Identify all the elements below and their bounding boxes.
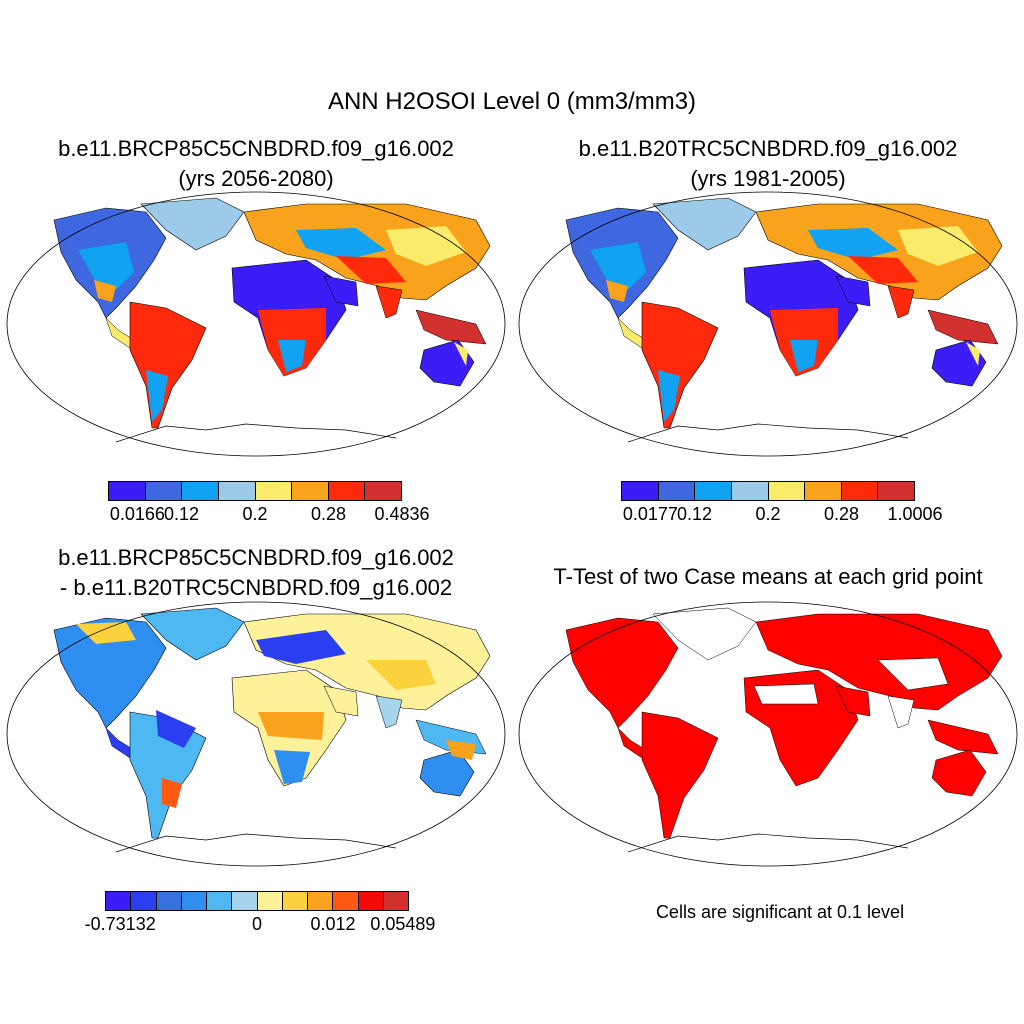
colorbar-panel2-swatches xyxy=(621,481,915,501)
colorbar-swatch xyxy=(145,482,183,500)
colorbar-tick-label: 0.2 xyxy=(242,504,268,524)
colorbar-swatch xyxy=(383,892,408,910)
panel4-title-line1: T-Test of two Case means at each grid po… xyxy=(553,564,983,589)
colorbar-swatch xyxy=(218,482,256,500)
panel4-title: T-Test of two Case means at each grid po… xyxy=(512,562,1024,592)
colorbar-swatch xyxy=(282,892,308,910)
colorbar-tick-label: 0.012 xyxy=(310,914,356,934)
colorbar-tick-label: 0.12 xyxy=(676,504,713,524)
colorbar-swatch xyxy=(878,482,914,500)
colorbar-swatch xyxy=(109,482,146,500)
colorbar-swatch xyxy=(181,892,207,910)
panel4-map-svg xyxy=(518,601,1018,867)
colorbar-swatch xyxy=(156,892,182,910)
colorbar-swatch xyxy=(232,892,258,910)
colorbar-swatch xyxy=(131,892,157,910)
colorbar-swatch xyxy=(207,892,233,910)
panel1-map-svg xyxy=(6,191,506,457)
colorbar-swatch xyxy=(292,482,329,500)
colorbar-tick-label: 0 xyxy=(251,914,263,934)
colorbar-swatch xyxy=(365,482,401,500)
colorbar-tick-label: 0.0177 xyxy=(622,504,678,524)
panel2-map-svg xyxy=(518,191,1018,457)
panel4-map xyxy=(518,600,1018,868)
panel1-title-line1: b.e11.BRCP85C5CNBDRD.f09_g16.002 xyxy=(58,136,454,161)
panel1-title: b.e11.BRCP85C5CNBDRD.f09_g16.002 (yrs 20… xyxy=(0,134,512,194)
colorbar-swatch xyxy=(308,892,334,910)
colorbar-tick-label: 0.12 xyxy=(163,504,200,524)
colorbar-panel2: 0.0177 0.12 0.2 0.28 1.0006 xyxy=(621,481,943,529)
colorbar-panel3-swatches xyxy=(105,891,409,911)
colorbar-tick-label: 0.4836 xyxy=(374,504,430,524)
colorbar-swatch xyxy=(358,892,384,910)
colorbar-tick-label: 1.0006 xyxy=(887,504,943,524)
colorbar-panel1-swatches xyxy=(108,481,402,501)
figure-title: ANN H2OSOI Level 0 (mm3/mm3) xyxy=(327,88,697,115)
colorbar-swatch xyxy=(731,482,769,500)
colorbar-swatch xyxy=(695,482,732,500)
panel3-map-svg xyxy=(6,601,506,867)
panel2-title-line2: (yrs 1981-2005) xyxy=(690,166,846,191)
colorbar-swatch xyxy=(622,482,659,500)
panel3-title-line2: - b.e11.B20TRC5CNBDRD.f09_g16.002 xyxy=(59,575,453,600)
panel1-map xyxy=(6,190,506,458)
colorbar-swatch xyxy=(255,482,293,500)
colorbar-tick-label: 0.05489 xyxy=(370,914,436,934)
colorbar-tick-label: 0.0166 xyxy=(109,504,165,524)
colorbar-tick-label: 0.28 xyxy=(310,504,347,524)
colorbar-tick-label: 0.2 xyxy=(755,504,781,524)
panel2-title: b.e11.B20TRC5CNBDRD.f09_g16.002 (yrs 198… xyxy=(512,134,1024,194)
colorbar-swatch xyxy=(257,892,283,910)
colorbar-swatch xyxy=(805,482,842,500)
significance-note: Cells are significant at 0.1 level xyxy=(655,902,905,922)
colorbar-tick-label: -0.73132 xyxy=(84,914,156,934)
colorbar-panel1: 0.0166 0.12 0.2 0.28 0.4836 xyxy=(108,481,430,529)
colorbar-swatch xyxy=(841,482,879,500)
colorbar-tick-label: 0.28 xyxy=(823,504,860,524)
panel3-map xyxy=(6,600,506,868)
colorbar-swatch xyxy=(768,482,806,500)
panel3-title: b.e11.BRCP85C5CNBDRD.f09_g16.002 - b.e11… xyxy=(0,543,512,603)
colorbar-swatch xyxy=(333,892,359,910)
colorbar-swatch xyxy=(328,482,366,500)
colorbar-swatch xyxy=(658,482,696,500)
colorbar-swatch xyxy=(106,892,132,910)
colorbar-panel3: -0.73132 0 0.012 0.05489 xyxy=(85,891,435,939)
panel2-title-line1: b.e11.B20TRC5CNBDRD.f09_g16.002 xyxy=(578,136,958,161)
panel3-title-line1: b.e11.BRCP85C5CNBDRD.f09_g16.002 xyxy=(58,545,454,570)
colorbar-swatch xyxy=(182,482,219,500)
panel1-title-line2: (yrs 2056-2080) xyxy=(178,166,334,191)
panel2-map xyxy=(518,190,1018,458)
